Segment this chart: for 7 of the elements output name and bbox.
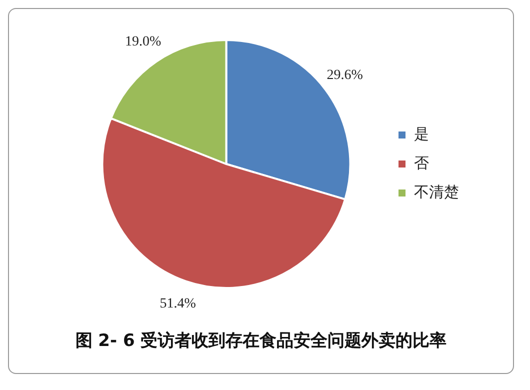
legend-label: 否 (414, 154, 429, 172)
legend-label: 是 (414, 124, 429, 143)
legend-label: 不清楚 (414, 182, 459, 201)
text: 图 2- 6 受访者收到存在食品安全问题外卖的比率 (74, 330, 448, 352)
data-label: 29.6% (326, 68, 364, 84)
data-label: 51.4% (160, 296, 196, 312)
data-label: 19.0% (124, 34, 162, 50)
